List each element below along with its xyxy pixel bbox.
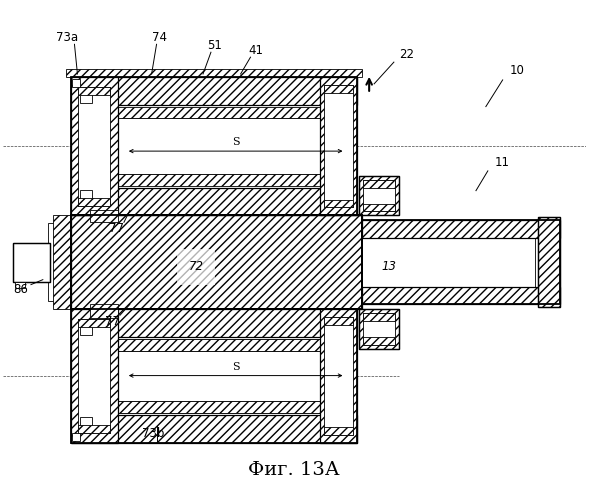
Bar bbox=[71, 77, 358, 216]
Bar bbox=[53, 216, 71, 310]
Text: 77: 77 bbox=[110, 222, 124, 234]
Bar bbox=[72, 79, 81, 87]
Bar bbox=[71, 337, 358, 415]
Bar bbox=[81, 417, 92, 429]
Bar bbox=[72, 433, 81, 441]
Bar bbox=[320, 310, 358, 443]
Bar bbox=[81, 91, 92, 102]
Bar bbox=[118, 118, 350, 174]
Bar bbox=[81, 323, 92, 335]
Text: Фиг. 13А: Фиг. 13А bbox=[248, 460, 340, 478]
Text: 13: 13 bbox=[382, 260, 396, 274]
Text: S: S bbox=[232, 362, 240, 372]
Bar bbox=[71, 188, 358, 216]
Bar bbox=[78, 198, 110, 205]
Bar bbox=[324, 317, 353, 325]
Bar bbox=[15, 282, 25, 288]
Bar bbox=[115, 351, 350, 402]
Text: 73a: 73a bbox=[57, 31, 78, 44]
Bar bbox=[118, 174, 350, 186]
Bar bbox=[363, 180, 395, 212]
Bar bbox=[115, 339, 350, 351]
Text: 22: 22 bbox=[399, 48, 414, 60]
Bar bbox=[78, 87, 110, 94]
Bar bbox=[359, 176, 399, 216]
Bar bbox=[118, 106, 350, 118]
Bar bbox=[71, 77, 118, 216]
Bar bbox=[362, 238, 535, 286]
Bar bbox=[362, 220, 560, 238]
Text: 74: 74 bbox=[152, 31, 167, 44]
Bar bbox=[71, 216, 362, 310]
Bar bbox=[359, 176, 399, 216]
Bar bbox=[71, 310, 358, 337]
Bar bbox=[324, 317, 353, 435]
Bar bbox=[78, 87, 110, 206]
Bar bbox=[71, 77, 358, 104]
Bar bbox=[538, 218, 560, 308]
Bar bbox=[71, 216, 362, 310]
Bar bbox=[78, 425, 110, 433]
Bar bbox=[363, 204, 395, 212]
Bar bbox=[363, 180, 395, 188]
Text: 11: 11 bbox=[495, 156, 510, 170]
Bar bbox=[90, 210, 118, 222]
Bar bbox=[324, 85, 353, 208]
Bar bbox=[324, 200, 353, 207]
Bar bbox=[115, 402, 350, 413]
Bar bbox=[324, 85, 353, 93]
Text: 41: 41 bbox=[248, 44, 263, 57]
Text: 51: 51 bbox=[207, 39, 222, 52]
Bar bbox=[71, 310, 358, 443]
Bar bbox=[78, 319, 110, 327]
Text: 77: 77 bbox=[105, 314, 120, 328]
Bar bbox=[13, 243, 49, 282]
Text: 72: 72 bbox=[188, 260, 204, 274]
Bar bbox=[362, 286, 560, 304]
Bar bbox=[13, 243, 49, 282]
Text: S: S bbox=[232, 137, 240, 147]
Bar bbox=[115, 339, 350, 351]
Bar bbox=[65, 69, 362, 77]
Bar bbox=[71, 216, 362, 310]
Bar bbox=[71, 310, 118, 443]
Bar bbox=[359, 310, 399, 349]
Bar bbox=[538, 218, 560, 308]
Text: 73b: 73b bbox=[143, 428, 165, 440]
Bar bbox=[362, 220, 560, 304]
Bar bbox=[359, 310, 399, 349]
Bar bbox=[48, 224, 70, 302]
Bar bbox=[13, 243, 49, 282]
Bar bbox=[363, 337, 395, 345]
Bar bbox=[71, 415, 358, 443]
Bar bbox=[81, 190, 92, 202]
Bar bbox=[363, 314, 395, 345]
Text: 86: 86 bbox=[14, 283, 28, 296]
Bar bbox=[90, 304, 118, 318]
Bar bbox=[320, 77, 358, 216]
Bar bbox=[78, 319, 110, 433]
Bar bbox=[363, 314, 395, 321]
Text: 10: 10 bbox=[510, 64, 525, 76]
Bar bbox=[71, 104, 358, 188]
Bar bbox=[324, 427, 353, 435]
Bar bbox=[115, 402, 350, 413]
